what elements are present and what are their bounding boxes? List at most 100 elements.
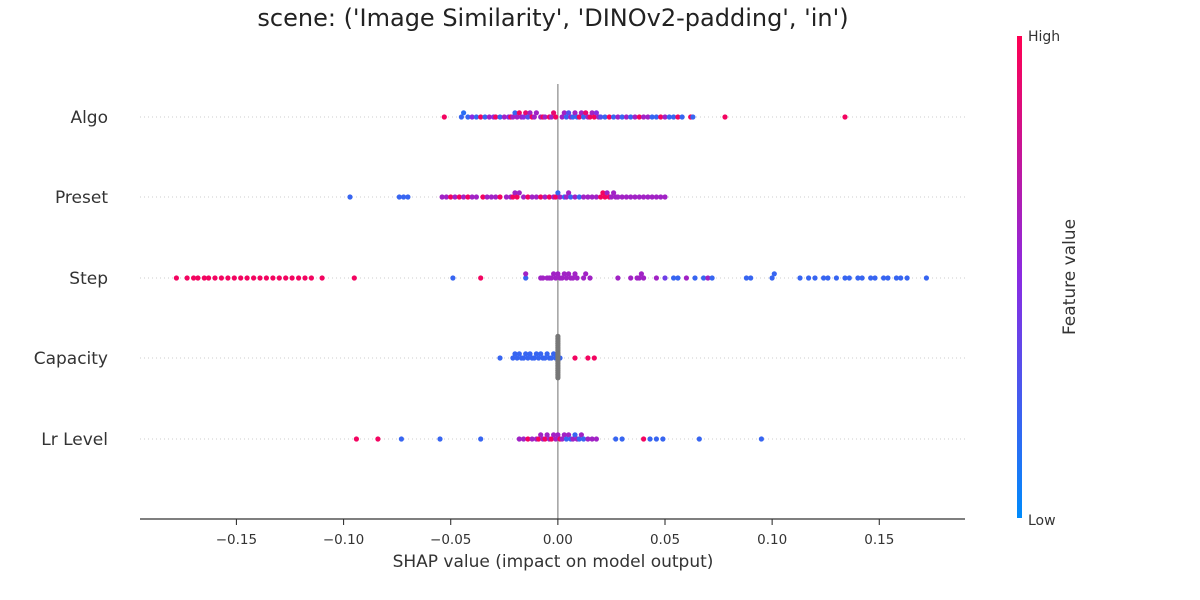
shap-point [347, 194, 353, 200]
shap-point [465, 114, 471, 120]
shap-point [806, 275, 812, 281]
shap-point [797, 275, 803, 281]
shap-point [572, 110, 578, 116]
shap-point [645, 194, 651, 200]
shap-point [283, 275, 289, 281]
shap-point [636, 114, 642, 120]
shap-point [531, 355, 537, 361]
shap-point [576, 114, 582, 120]
shap-point [542, 194, 548, 200]
shap-point [529, 194, 535, 200]
shap-point [619, 436, 625, 442]
shap-point [484, 194, 490, 200]
shap-point [516, 351, 522, 357]
shap-point [904, 275, 910, 281]
shap-point [503, 194, 509, 200]
shap-point [598, 114, 604, 120]
shap-point [559, 275, 565, 281]
colorbar-title: Feature value [1060, 219, 1080, 335]
shap-point-missing [555, 333, 561, 339]
x-axis-ticks: −0.15 −0.10 −0.05 0.00 0.05 0.10 0.15 [216, 519, 894, 548]
shap-point [497, 194, 503, 200]
shap-point [572, 271, 578, 277]
shap-point [623, 114, 630, 120]
shap-point [441, 114, 447, 120]
shap-point [893, 275, 900, 281]
shap-point [641, 275, 647, 281]
shap-point [593, 436, 600, 442]
shap-point [201, 275, 207, 281]
shap-point [692, 275, 698, 281]
shap-point [559, 436, 565, 442]
shap-point [533, 194, 540, 200]
shap-point [585, 194, 591, 200]
shap-point [456, 194, 462, 200]
feature-label: Lr Level [41, 430, 108, 450]
shap-point [553, 275, 559, 281]
shap-point [771, 271, 777, 277]
shap-point [458, 114, 464, 120]
shap-point [604, 190, 610, 196]
shap-point [701, 275, 707, 281]
shap-point [563, 436, 570, 442]
shap-point [555, 432, 561, 438]
shap-point [589, 110, 595, 116]
shap-point [636, 275, 642, 281]
shap-point [636, 194, 642, 200]
shap-point [623, 194, 630, 200]
shap-point [619, 114, 625, 120]
shap-point [568, 194, 574, 200]
shap-point [302, 275, 308, 281]
shap-point [833, 275, 840, 281]
shap-point [572, 355, 578, 361]
shap-point [542, 436, 548, 442]
shap-point [743, 275, 750, 281]
shap-point [538, 351, 544, 357]
shap-point [555, 271, 561, 277]
shap-point [581, 194, 587, 200]
chart-title: scene: ('Image Similarity', 'DINOv2-padd… [257, 4, 848, 32]
shap-point [641, 114, 647, 120]
shap-point [709, 275, 715, 281]
shap-point [538, 194, 544, 200]
shap-point [443, 194, 449, 200]
shap-point [662, 194, 668, 200]
shap-point [593, 110, 600, 116]
shap-point [553, 194, 559, 200]
shap-point [821, 275, 827, 281]
shap-point [647, 436, 653, 442]
feature-label: Algo [70, 108, 108, 128]
shap-point [649, 194, 655, 200]
shap-point [553, 436, 559, 442]
shap-point [566, 432, 572, 438]
shap-point [514, 114, 520, 120]
shap-point [525, 436, 531, 442]
shap-point [263, 275, 269, 281]
feature-label: Preset [55, 188, 108, 208]
shap-point [660, 436, 666, 442]
shap-point [512, 351, 518, 357]
shap-point [533, 351, 540, 357]
x-tick-label: 0.15 [864, 532, 894, 548]
shap-point [527, 110, 533, 116]
shap-point [578, 110, 585, 116]
shap-point [868, 275, 874, 281]
data-points [173, 110, 930, 442]
shap-point [452, 194, 458, 200]
shap-point [675, 114, 681, 120]
shap-point [611, 190, 617, 196]
shap-point [606, 114, 612, 120]
shap-point [570, 114, 576, 120]
shap-point [658, 114, 664, 120]
shap-point [493, 194, 499, 200]
shap-point [591, 355, 597, 361]
shap-point [525, 355, 531, 361]
shap-point [497, 114, 503, 120]
colorbar-low-label: Low [1028, 513, 1056, 529]
shap-point [512, 110, 518, 116]
shap-point [523, 275, 529, 281]
shap-point [516, 190, 522, 196]
shap-point [478, 436, 484, 442]
shap-point [581, 275, 587, 281]
